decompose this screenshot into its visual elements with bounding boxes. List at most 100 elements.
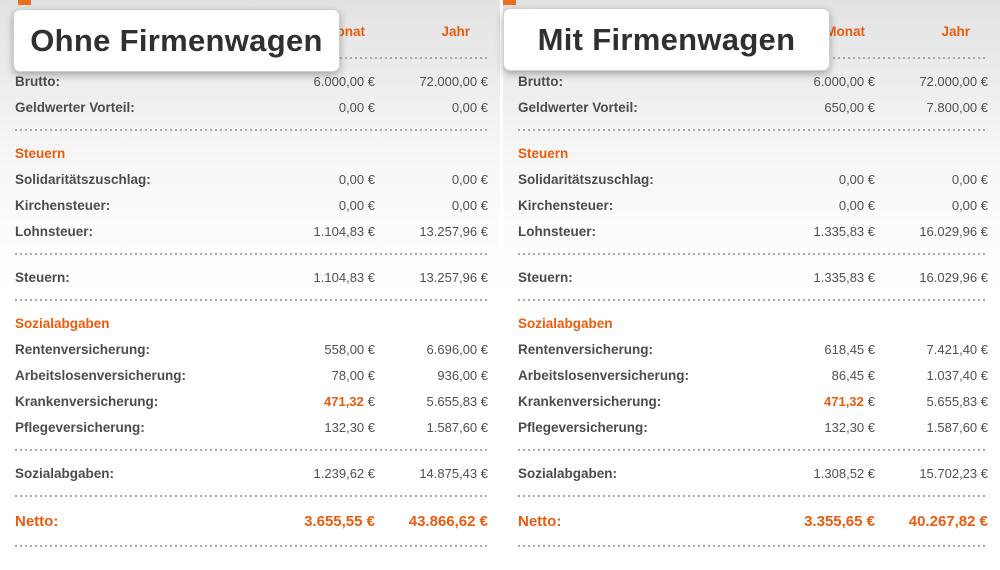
- value-monat: 1.239,62 €: [313, 465, 375, 481]
- table-row: Kirchensteuer: 0,00 € 0,00 €: [15, 192, 488, 218]
- section-heading-row: Steuern: [518, 140, 988, 166]
- value-jahr: 0,00 €: [451, 99, 488, 115]
- panel-body: Monat Jahr Brutto: 6.000,00 €72.000,00 € G…: [503, 0, 1000, 547]
- row-label: Steuern:: [518, 269, 573, 285]
- value-monat: 0,00 €: [338, 171, 375, 187]
- table-row: Lohnsteuer: 1.104,83 € 13.257,96 €: [15, 218, 488, 244]
- rows-container: Brutto: 6.000,00 € 72.000,00 € Geldwerter V…: [518, 68, 988, 547]
- dotted-separator: [518, 495, 988, 497]
- value-jahr: 936,00 €: [437, 367, 488, 383]
- section-heading-row: Sozialabgaben: [518, 310, 988, 336]
- netto-row: Netto: 3.655,55 € 43.866,62 €: [15, 506, 488, 536]
- dotted-separator: [518, 545, 988, 547]
- value-monat: 1.104,83 €: [313, 269, 375, 285]
- row-label: Geldwerter Vorteil:: [518, 99, 638, 115]
- table-row: Steuern: 1.104,83 € 13.257,96 €: [15, 264, 488, 290]
- row-label: Krankenversicherung:: [15, 393, 159, 409]
- row-label: Pflegeversicherung:: [15, 419, 145, 435]
- highlighted-value: 471,32: [824, 393, 864, 409]
- highlighted-value: 471,32: [324, 393, 364, 409]
- table-row: Geldwerter Vorteil: 0,00 € 0,00 €: [15, 94, 488, 120]
- row-label: Sozialabgaben: [15, 315, 110, 331]
- panel-title-card-ohne: Ohne Firmenwagen: [13, 9, 340, 72]
- table-row: Steuern: 1.335,83 € 16.029,96 €: [518, 264, 988, 290]
- row-label: Rentenversicherung:: [15, 341, 151, 357]
- value-jahr: 7.800,00 €: [926, 99, 988, 115]
- table-row: Brutto: 6.000,00 € 72.000,00 €: [518, 68, 988, 94]
- table-row: Solidaritätszuschlag: 0,00 € 0,00 €: [15, 166, 488, 192]
- row-label: Rentenversicherung:: [518, 341, 654, 357]
- value-monat: 3.655,55 €: [304, 512, 375, 530]
- panel-ohne-firmenwagen: Ohne Firmenwagen Monat Jahr Brutto: 6.000…: [0, 0, 500, 570]
- column-header-row: Monat Jahr: [518, 0, 988, 48]
- value-monat: 471,32 €: [280, 394, 375, 409]
- value-jahr: 7.421,40 €: [926, 341, 988, 357]
- value-monat: 1.104,83 €: [313, 223, 375, 239]
- clipped-orange-text-fragment: [503, 0, 516, 5]
- row-label: Netto:: [518, 512, 562, 530]
- currency-suffix: €: [367, 393, 375, 409]
- table-row: Lohnsteuer: 1.335,83 € 16.029,96 €: [518, 218, 988, 244]
- dotted-separator: [518, 449, 988, 451]
- row-label: Steuern:: [15, 269, 70, 285]
- value-jahr: 13.257,96 €: [419, 223, 488, 239]
- value-monat: 6.000,00 €: [313, 73, 375, 89]
- table-row: Kirchensteuer: 0,00 € 0,00 €: [518, 192, 988, 218]
- row-label: Lohnsteuer:: [518, 223, 597, 239]
- value-monat: 132,30 €: [324, 419, 375, 435]
- table-row: Krankenversicherung: 471,32 €5.655,83 €: [518, 388, 988, 414]
- panel-body: Monat Jahr Brutto: 6.000,00 €72.000,00 € G…: [0, 0, 500, 547]
- row-label: Pflegeversicherung:: [518, 419, 648, 435]
- value-jahr: 5.655,83 €: [926, 393, 988, 409]
- row-label: Geldwerter Vorteil:: [15, 99, 135, 115]
- value-jahr: 72.000,00 €: [919, 73, 988, 89]
- table-row: Arbeitslosenversicherung: 78,00 € 936,00 €: [15, 362, 488, 388]
- table-row: Arbeitslosenversicherung: 86,45 € 1.037,40…: [518, 362, 988, 388]
- value-monat: 0,00 €: [838, 197, 875, 213]
- panel-title: Ohne Firmenwagen: [30, 22, 323, 58]
- value-jahr: 1.037,40 €: [926, 367, 988, 383]
- row-label: Arbeitslosenversicherung:: [15, 367, 187, 383]
- value-monat: 0,00 €: [838, 171, 875, 187]
- table-row: Rentenversicherung: 558,00 € 6.696,00 €: [15, 336, 488, 362]
- row-label: Kirchensteuer:: [518, 197, 614, 213]
- value-monat: 1.335,83 €: [813, 223, 875, 239]
- value-jahr: 40.267,82 €: [908, 512, 988, 530]
- table-row: Brutto: 6.000,00 € 72.000,00 €: [15, 68, 488, 94]
- value-jahr: 1.587,60 €: [426, 419, 488, 435]
- value-monat: 86,45 €: [831, 367, 875, 383]
- row-label: Sozialabgaben:: [15, 465, 115, 481]
- row-label: Steuern: [518, 145, 569, 161]
- table-row: Geldwerter Vorteil: 650,00 € 7.800,00 €: [518, 94, 988, 120]
- dotted-separator: [15, 129, 488, 131]
- value-monat: 3.355,65 €: [804, 512, 875, 530]
- value-monat: 0,00 €: [338, 99, 375, 115]
- rows-container: Brutto: 6.000,00 € 72.000,00 € Geldwerter V…: [15, 68, 488, 547]
- value-jahr: 14.875,43 €: [419, 465, 488, 481]
- currency-suffix: €: [867, 393, 875, 409]
- row-label: Brutto:: [15, 73, 60, 89]
- value-jahr: 5.655,83 €: [426, 393, 488, 409]
- table-row: Pflegeversicherung: 132,30 € 1.587,60 €: [518, 414, 988, 440]
- row-label: Sozialabgaben: [518, 315, 613, 331]
- table-row: Sozialabgaben: 1.308,52 € 15.702,23 €: [518, 460, 988, 486]
- value-jahr: 1.587,60 €: [926, 419, 988, 435]
- panel-title-card-mit: Mit Firmenwagen: [503, 8, 830, 71]
- value-jahr: 0,00 €: [451, 197, 488, 213]
- value-monat: 6.000,00 €: [813, 73, 875, 89]
- row-label: Krankenversicherung:: [518, 393, 662, 409]
- dotted-separator: [15, 495, 488, 497]
- value-monat: 618,45 €: [824, 341, 875, 357]
- table-row: Sozialabgaben: 1.239,62 € 14.875,43 €: [15, 460, 488, 486]
- value-jahr: 72.000,00 €: [419, 73, 488, 89]
- dotted-separator: [15, 449, 488, 451]
- value-monat: 650,00 €: [824, 99, 875, 115]
- value-jahr: 16.029,96 €: [919, 269, 988, 285]
- table-row: Rentenversicherung: 618,45 € 7.421,40 €: [518, 336, 988, 362]
- panel-title: Mit Firmenwagen: [537, 21, 796, 57]
- value-jahr: 0,00 €: [951, 171, 988, 187]
- value-jahr: 43.866,62 €: [408, 512, 488, 530]
- value-monat: 0,00 €: [338, 197, 375, 213]
- dotted-separator: [15, 545, 488, 547]
